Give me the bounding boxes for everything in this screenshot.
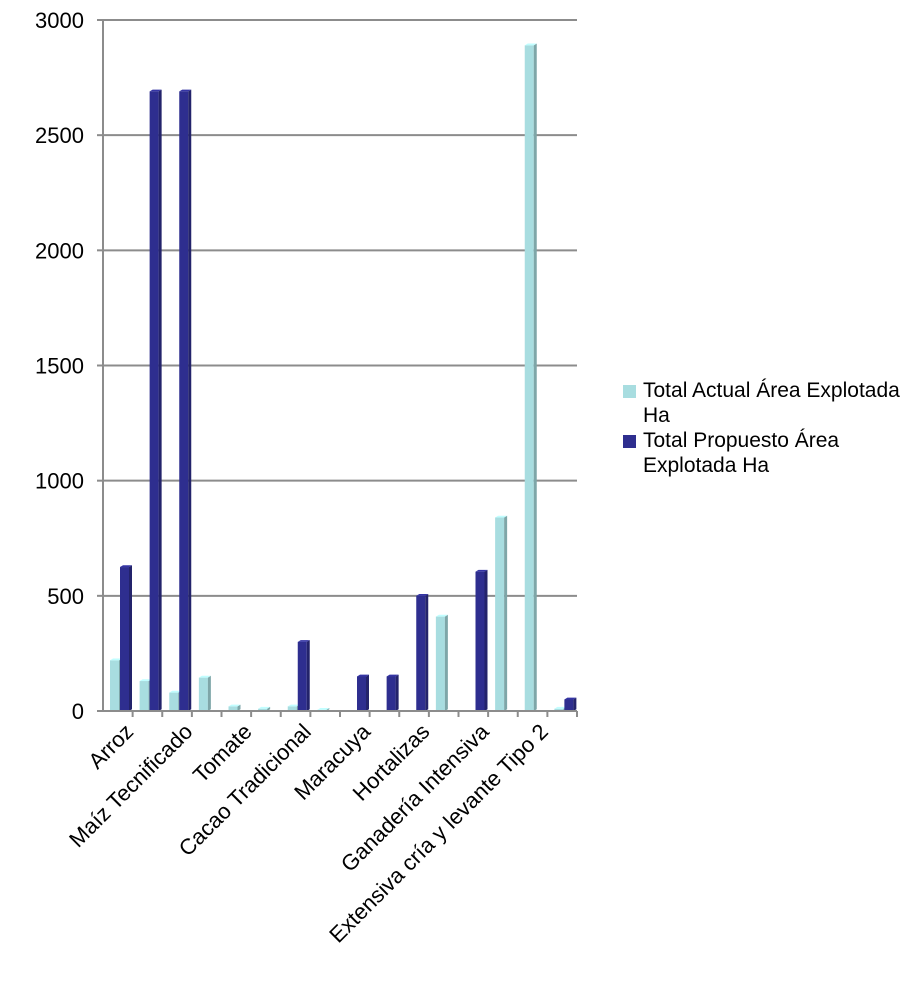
- bar-side: [484, 569, 488, 711]
- y-tick-label: 1500: [35, 354, 84, 379]
- x-category-label: Arroz: [83, 719, 138, 774]
- bar-top: [110, 658, 122, 661]
- bar-top: [524, 43, 537, 46]
- bar-front: [524, 45, 534, 711]
- bar-side: [395, 674, 399, 711]
- bar-front: [287, 706, 297, 711]
- bar-top: [554, 706, 567, 709]
- bar-top: [179, 89, 192, 92]
- legend: Total Actual Área Explotada Ha Total Pro…: [623, 378, 903, 478]
- bar-top: [317, 708, 330, 710]
- legend-label-proposed: Total Propuesto Área Explotada Ha: [643, 429, 840, 477]
- axes: [102, 20, 578, 717]
- bar-top: [149, 89, 162, 92]
- bar-proposed: [297, 640, 310, 711]
- y-tick-labels: 0 500 1000 1500 2000 2500 3000: [35, 8, 84, 724]
- bar-side: [425, 594, 429, 711]
- bar-top: [139, 679, 152, 682]
- legend-label-actual: Total Actual Área Explotada Ha: [643, 379, 900, 427]
- bar-side: [267, 706, 271, 711]
- legend-swatch-proposed: [623, 435, 636, 448]
- y-tick-label: 1000: [35, 469, 84, 494]
- x-category-label: Extensiva cría y levante Tipo 2: [324, 719, 553, 948]
- bar-proposed: [120, 565, 132, 711]
- bar-proposed: [179, 89, 192, 712]
- bar-side: [188, 89, 192, 711]
- bar-front: [475, 571, 485, 711]
- bar-actual: [524, 43, 537, 711]
- bar-actual: [495, 515, 508, 711]
- bar-actual: [258, 706, 271, 711]
- bar-front: [169, 692, 179, 711]
- bar-front: [554, 708, 564, 711]
- bar-top: [564, 697, 577, 700]
- bar-front: [386, 676, 396, 711]
- bar-front: [564, 699, 574, 711]
- bar-top: [198, 675, 211, 678]
- bar-top: [120, 565, 132, 568]
- bar-proposed: [475, 569, 488, 711]
- legend-swatch-actual: [623, 385, 636, 398]
- bar-proposed: [357, 674, 369, 711]
- legend-item-actual: Total Actual Área Explotada Ha: [623, 378, 903, 428]
- bar-top: [495, 515, 508, 518]
- y-tick-label: 2000: [35, 238, 84, 263]
- legend-item-proposed: Total Propuesto Área Explotada Ha: [623, 428, 903, 478]
- bar-front: [149, 91, 159, 712]
- bar-side: [207, 675, 211, 711]
- bar-top: [435, 614, 448, 617]
- bar-top: [357, 674, 369, 677]
- bar-top: [297, 640, 310, 642]
- bar-front: [495, 517, 505, 711]
- bar-actual: [198, 675, 211, 711]
- bar-front: [110, 660, 119, 711]
- bar-front: [198, 677, 208, 711]
- bar-top: [287, 704, 300, 707]
- bars: [110, 43, 577, 712]
- bar-side: [444, 614, 448, 711]
- bar-top: [169, 690, 182, 693]
- bar-front: [228, 706, 238, 711]
- bar-actual: [435, 614, 448, 711]
- bar-front: [357, 676, 366, 711]
- bar-top: [475, 569, 488, 572]
- bar-front: [179, 91, 189, 712]
- y-tick-label: 3000: [35, 8, 84, 33]
- bar-front: [416, 595, 426, 711]
- bar-proposed: [416, 594, 429, 711]
- bar-side: [504, 515, 508, 711]
- y-tick-label: 0: [72, 699, 84, 724]
- bar-proposed: [386, 674, 399, 711]
- bar-top: [228, 704, 241, 707]
- y-tick-label: 2500: [35, 123, 84, 148]
- bar-front: [139, 681, 149, 711]
- bar-top: [386, 674, 399, 677]
- bar-proposed: [564, 697, 577, 711]
- bar-side: [573, 697, 577, 711]
- bar-side: [129, 565, 132, 711]
- bar-top: [416, 594, 429, 596]
- bar-side: [158, 89, 162, 711]
- bar-front: [297, 641, 307, 711]
- bar-top: [258, 706, 271, 709]
- bar-front: [258, 708, 268, 711]
- bar-side: [533, 43, 537, 711]
- bar-side: [306, 640, 310, 711]
- bar-proposed: [149, 89, 162, 712]
- bar-side: [366, 674, 369, 711]
- bar-actual: [228, 704, 241, 711]
- bar-front: [435, 616, 445, 711]
- bar-front: [120, 567, 129, 711]
- y-tick-label: 500: [47, 584, 84, 609]
- bar-side: [237, 704, 241, 711]
